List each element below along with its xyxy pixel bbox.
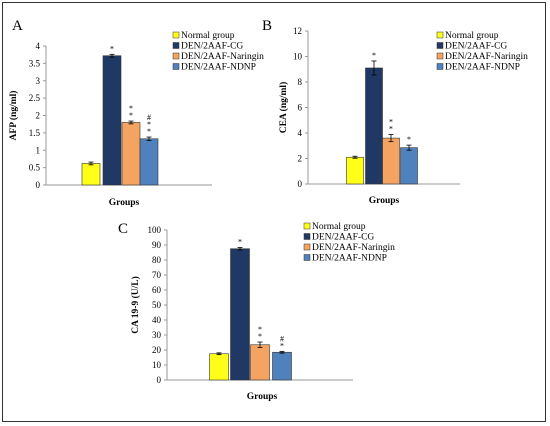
bar-1	[81, 163, 101, 186]
y-axis-label: AFP (ng/ml)	[8, 91, 19, 141]
y-axis-label: CA 19-9 (U/L)	[130, 276, 141, 334]
legend-label: DEN/2AAF-CG	[445, 42, 507, 52]
y-tick-label: 4	[298, 128, 303, 138]
y-tick-label: 30	[152, 330, 162, 340]
legend-swatch	[172, 42, 180, 49]
bar-3	[121, 122, 141, 186]
legend-swatch	[436, 42, 444, 49]
bar-2	[365, 67, 383, 185]
legend-swatch	[436, 63, 444, 70]
y-tick-label: 40	[152, 315, 162, 325]
panel-letter: A	[12, 18, 23, 34]
y-tick-label: 90	[152, 240, 162, 250]
significance-mark: *	[110, 44, 114, 53]
bar-2	[230, 248, 250, 381]
bar-4	[272, 351, 292, 381]
y-tick-label: 2	[298, 154, 303, 164]
legend-label: Normal group	[181, 31, 235, 41]
y-tick-label: 3	[36, 76, 41, 86]
y-tick-label: 2.5	[29, 93, 41, 103]
legend-swatch	[303, 233, 311, 240]
y-tick-label: 12	[293, 26, 302, 36]
significance-mark: * *	[129, 104, 133, 120]
bar-3	[382, 137, 400, 185]
legend-label: DEN/2AAF-NDNP	[445, 63, 520, 73]
significance-mark: * *	[258, 325, 262, 341]
bar-2	[102, 55, 122, 186]
legend-swatch	[303, 254, 311, 261]
bar-4	[139, 138, 159, 186]
panel-letter: B	[262, 18, 272, 34]
x-axis-label: Groups	[247, 392, 278, 402]
legend-label: DEN/2AAF-NDNP	[181, 63, 256, 73]
legend-label: DEN/2AAF-CG	[181, 42, 243, 52]
panel-letter: C	[118, 221, 128, 237]
y-tick-label: 10	[152, 360, 162, 370]
legend-swatch	[172, 63, 180, 70]
y-tick-label: 3.5	[29, 58, 41, 68]
legend-label: DEN/2AAF-Naringin	[312, 243, 395, 253]
y-tick-label: 10	[293, 52, 303, 62]
legend-swatch	[172, 31, 180, 39]
y-tick-label: 0	[157, 375, 162, 385]
y-tick-label: 2	[36, 111, 41, 121]
y-tick-label: 0.5	[29, 163, 41, 173]
significance-mark: # *	[280, 334, 284, 350]
y-tick-label: 100	[148, 225, 162, 235]
y-tick-label: 80	[152, 255, 162, 265]
y-tick-label: 0	[36, 180, 41, 190]
significance-mark: *	[238, 238, 242, 247]
y-tick-label: 50	[152, 300, 162, 310]
significance-mark: * *	[389, 118, 393, 134]
legend-label: DEN/2AAF-Naringin	[181, 52, 264, 62]
y-tick-label: 20	[152, 345, 162, 355]
bar-4	[400, 147, 418, 185]
x-axis-label: Groups	[369, 196, 400, 206]
panel-c: C 0 10 20 30 40 50 60 70 80 90 100 CA 19-9 (U/L) Grou…	[118, 221, 395, 402]
y-tick-label: 4	[36, 41, 41, 51]
legend-label: DEN/2AAF-CG	[312, 233, 374, 243]
legend-label: Normal group	[445, 31, 499, 41]
y-tick-label: 1	[36, 145, 41, 155]
bar-1	[346, 156, 364, 185]
significance-mark: *	[372, 51, 376, 60]
y-axis-label: CEA (ng/ml)	[278, 82, 289, 133]
legend-label: DEN/2AAF-Naringin	[445, 52, 528, 62]
y-tick-label: 60	[152, 285, 162, 295]
y-tick-label: 1.5	[29, 128, 41, 138]
y-tick-label: 70	[152, 270, 162, 280]
y-tick-label: 8	[298, 77, 303, 87]
significance-mark: # * *	[147, 113, 151, 136]
legend-swatch	[172, 52, 180, 60]
legend-label: DEN/2AAF-NDNP	[312, 254, 387, 264]
y-tick-label: 0	[298, 179, 303, 189]
bar-1	[209, 353, 229, 381]
legend-swatch	[303, 243, 311, 251]
legend-swatch	[436, 52, 444, 60]
y-tick-label: 6	[298, 103, 303, 113]
x-axis-label: Groups	[109, 198, 140, 208]
legend-swatch	[436, 31, 444, 39]
bar-3	[250, 344, 270, 381]
legend-swatch	[303, 222, 311, 230]
significance-mark: *	[407, 135, 411, 144]
legend-label: Normal group	[312, 222, 366, 232]
